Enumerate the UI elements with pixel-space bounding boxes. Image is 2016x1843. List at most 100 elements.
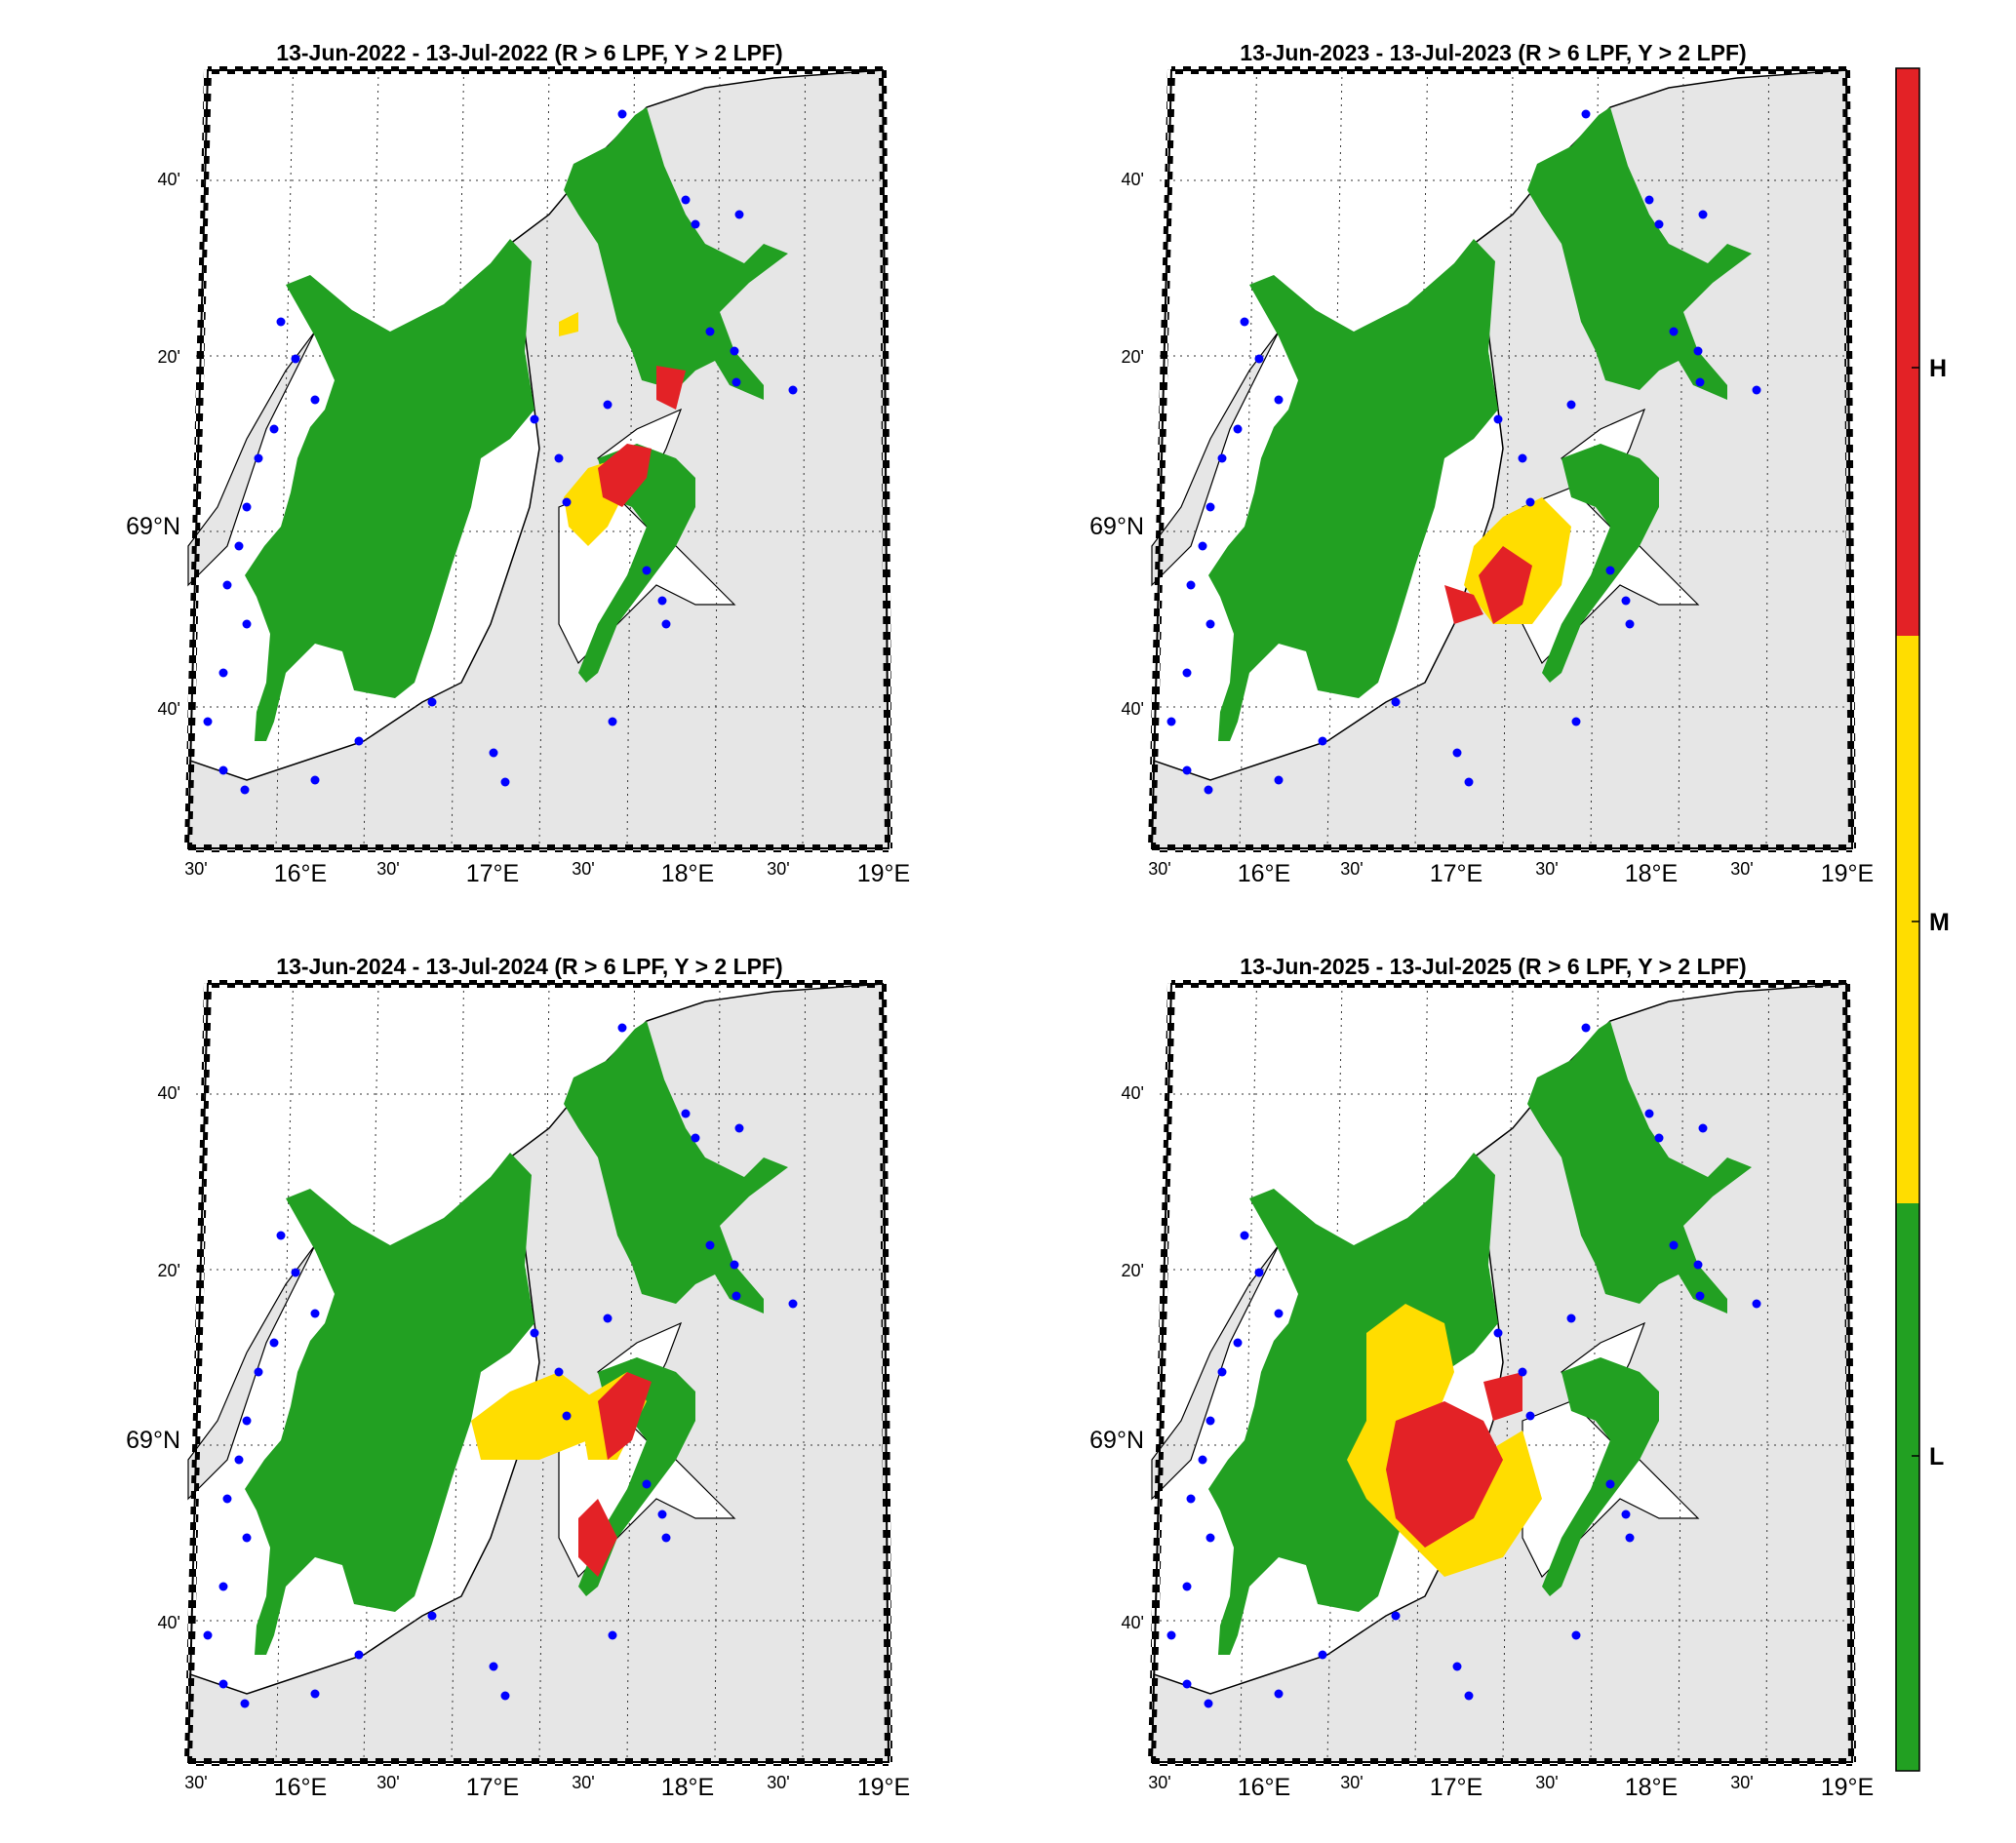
longitude-label: 19°E bbox=[1821, 860, 1874, 887]
station-marker bbox=[1464, 1691, 1474, 1701]
station-marker bbox=[242, 1416, 252, 1426]
meridian-gridline bbox=[275, 983, 294, 1763]
station-marker bbox=[1233, 1338, 1243, 1348]
station-marker bbox=[269, 1338, 279, 1348]
meridian-gridline bbox=[802, 983, 806, 1763]
map-panel-2022: 13-Jun-2022 - 13-Jul-2022 (R > 6 LPF, Y … bbox=[126, 40, 910, 887]
station-marker bbox=[1605, 566, 1615, 575]
station-marker bbox=[1166, 717, 1176, 726]
station-marker bbox=[1166, 1630, 1176, 1640]
station-marker bbox=[1644, 1109, 1654, 1118]
longitude-label: 30' bbox=[184, 859, 207, 879]
station-marker bbox=[1206, 619, 1215, 629]
station-marker bbox=[1493, 414, 1503, 424]
station-marker bbox=[222, 1494, 232, 1504]
colorbar-frame bbox=[1895, 67, 1920, 1772]
station-marker bbox=[254, 453, 263, 463]
station-marker bbox=[1186, 580, 1196, 590]
station-marker bbox=[218, 1582, 228, 1591]
station-marker bbox=[603, 400, 613, 410]
panel-title: 13-Jun-2025 - 13-Jul-2025 (R > 6 LPF, Y … bbox=[1240, 954, 1746, 979]
latitude-label: 20' bbox=[1122, 1261, 1144, 1280]
meridian-gridline bbox=[1678, 69, 1684, 849]
colorbar-label-high: H bbox=[1929, 355, 1947, 382]
low-risk-area bbox=[578, 444, 695, 683]
station-marker bbox=[1518, 1367, 1527, 1377]
high-risk-area bbox=[1479, 546, 1532, 624]
meridian-gridline bbox=[538, 983, 550, 1763]
station-marker bbox=[617, 1023, 627, 1033]
meridian-gridline bbox=[1678, 983, 1684, 1763]
colorbar-label-medium: M bbox=[1929, 909, 1950, 936]
latitude-label: 40' bbox=[1122, 170, 1144, 189]
latitude-label: 69°N bbox=[126, 513, 180, 540]
station-marker bbox=[240, 785, 250, 795]
station-marker bbox=[1621, 596, 1631, 606]
station-marker bbox=[1452, 748, 1462, 758]
latitude-label: 20' bbox=[158, 1261, 180, 1280]
longitude-label: 18°E bbox=[1625, 860, 1678, 887]
station-marker bbox=[203, 1630, 213, 1640]
station-marker bbox=[240, 1699, 250, 1708]
station-marker bbox=[500, 1691, 510, 1701]
longitude-label: 30' bbox=[1340, 859, 1363, 879]
station-marker bbox=[234, 541, 244, 551]
station-marker bbox=[1695, 1291, 1705, 1301]
latitude-label: 69°N bbox=[1089, 513, 1144, 540]
station-marker bbox=[1198, 541, 1207, 551]
longitude-label: 16°E bbox=[1238, 1774, 1290, 1801]
frame-scale-right bbox=[879, 983, 892, 1763]
station-marker bbox=[734, 210, 744, 219]
station-marker bbox=[1186, 1494, 1196, 1504]
station-marker bbox=[218, 668, 228, 678]
longitude-label: 30' bbox=[1148, 1773, 1170, 1792]
high-risk-area bbox=[578, 1499, 617, 1577]
station-marker bbox=[788, 1299, 798, 1309]
panel-title: 13-Jun-2022 - 13-Jul-2022 (R > 6 LPF, Y … bbox=[276, 40, 782, 65]
frame-scale-right bbox=[1842, 69, 1856, 849]
station-marker bbox=[1254, 354, 1264, 364]
low-risk-area bbox=[1542, 444, 1659, 683]
station-marker bbox=[1206, 502, 1215, 512]
station-marker bbox=[1182, 1582, 1192, 1591]
longitude-label: 16°E bbox=[274, 1774, 327, 1801]
station-marker bbox=[242, 1533, 252, 1543]
station-marker bbox=[1206, 1533, 1215, 1543]
station-marker bbox=[705, 327, 715, 336]
low-risk-area bbox=[564, 107, 788, 400]
meridian-gridline bbox=[1239, 983, 1257, 1763]
panel-title: 13-Jun-2023 - 13-Jul-2023 (R > 6 LPF, Y … bbox=[1240, 40, 1746, 65]
risk-colorbar: H M L bbox=[1895, 67, 1950, 1772]
high-risk-area bbox=[1444, 585, 1483, 624]
longitude-label: 30' bbox=[1535, 859, 1558, 879]
station-marker bbox=[1204, 785, 1213, 795]
station-marker bbox=[1318, 736, 1327, 746]
station-marker bbox=[427, 697, 437, 707]
station-marker bbox=[661, 619, 671, 629]
low-risk-area bbox=[1208, 239, 1498, 741]
station-marker bbox=[1240, 317, 1249, 327]
meridian-gridline bbox=[1765, 983, 1769, 1763]
station-marker bbox=[1566, 400, 1576, 410]
longitude-label: 17°E bbox=[466, 1774, 519, 1801]
station-marker bbox=[500, 777, 510, 787]
station-marker bbox=[1654, 219, 1664, 229]
map-panel-2023: 13-Jun-2023 - 13-Jul-2023 (R > 6 LPF, Y … bbox=[1089, 40, 1874, 887]
station-marker bbox=[1581, 1023, 1591, 1033]
longitude-label: 17°E bbox=[1430, 860, 1482, 887]
station-marker bbox=[310, 395, 320, 405]
station-marker bbox=[1493, 1328, 1503, 1338]
frame-scale-right bbox=[1842, 983, 1856, 1763]
longitude-label: 19°E bbox=[1821, 1774, 1874, 1801]
latitude-label: 40' bbox=[1122, 1613, 1144, 1632]
station-marker bbox=[222, 580, 232, 590]
station-marker bbox=[310, 1309, 320, 1318]
longitude-label: 30' bbox=[767, 1773, 789, 1792]
station-marker bbox=[730, 1260, 739, 1270]
latitude-label: 20' bbox=[158, 347, 180, 367]
low-risk-area bbox=[564, 1021, 788, 1314]
station-marker bbox=[661, 1533, 671, 1543]
latitude-label: 69°N bbox=[1089, 1427, 1144, 1454]
station-marker bbox=[562, 497, 572, 507]
station-marker bbox=[1625, 619, 1635, 629]
